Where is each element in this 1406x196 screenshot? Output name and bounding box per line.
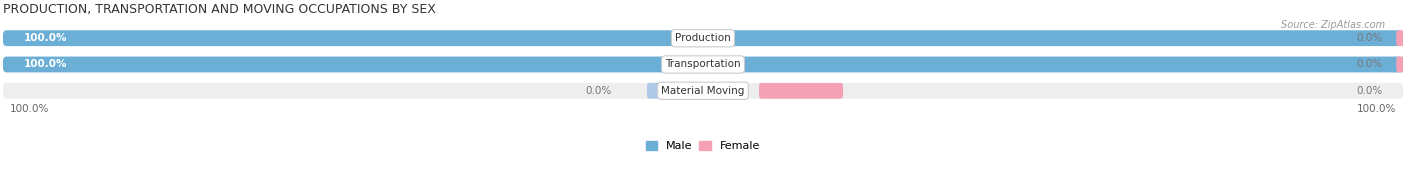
Text: 100.0%: 100.0% bbox=[24, 60, 67, 70]
Text: 0.0%: 0.0% bbox=[1355, 86, 1382, 96]
FancyBboxPatch shape bbox=[759, 83, 844, 99]
FancyBboxPatch shape bbox=[3, 30, 1403, 46]
Text: 100.0%: 100.0% bbox=[1357, 104, 1396, 114]
Text: 0.0%: 0.0% bbox=[586, 86, 612, 96]
FancyBboxPatch shape bbox=[3, 57, 1403, 72]
Text: Production: Production bbox=[675, 33, 731, 43]
FancyBboxPatch shape bbox=[1396, 30, 1406, 46]
Legend: Male, Female: Male, Female bbox=[647, 141, 759, 152]
Text: Material Moving: Material Moving bbox=[661, 86, 745, 96]
Text: PRODUCTION, TRANSPORTATION AND MOVING OCCUPATIONS BY SEX: PRODUCTION, TRANSPORTATION AND MOVING OC… bbox=[3, 3, 436, 16]
Text: 100.0%: 100.0% bbox=[10, 104, 49, 114]
FancyBboxPatch shape bbox=[647, 83, 703, 99]
FancyBboxPatch shape bbox=[3, 83, 1403, 99]
FancyBboxPatch shape bbox=[3, 57, 1403, 72]
Text: 0.0%: 0.0% bbox=[1355, 33, 1382, 43]
Text: Transportation: Transportation bbox=[665, 60, 741, 70]
FancyBboxPatch shape bbox=[1396, 57, 1406, 72]
Text: 0.0%: 0.0% bbox=[1355, 60, 1382, 70]
Text: 100.0%: 100.0% bbox=[24, 33, 67, 43]
FancyBboxPatch shape bbox=[3, 30, 1403, 46]
Text: Source: ZipAtlas.com: Source: ZipAtlas.com bbox=[1281, 20, 1385, 30]
